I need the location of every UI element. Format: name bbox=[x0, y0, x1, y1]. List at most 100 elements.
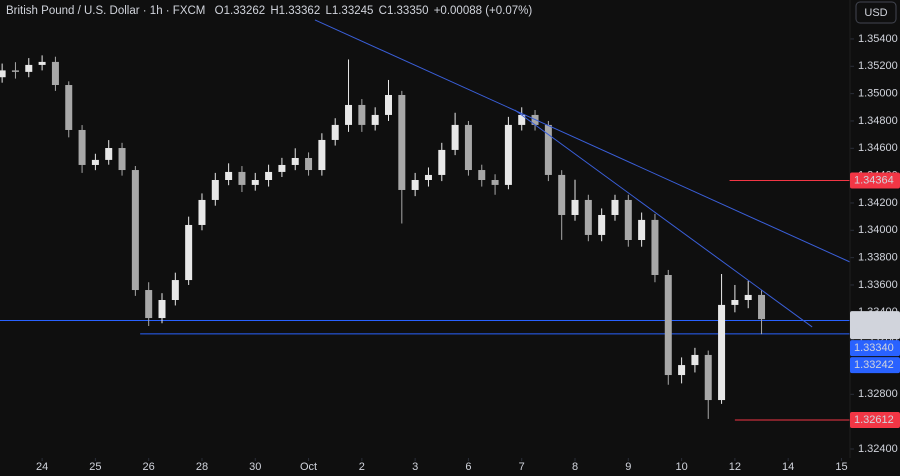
y-tick-label: 1.34000 bbox=[858, 224, 898, 236]
y-tick-label: 1.34800 bbox=[858, 115, 898, 127]
candle-body bbox=[691, 354, 699, 366]
ohlc-key: O bbox=[215, 5, 224, 17]
y-tick-label: 1.34600 bbox=[858, 142, 898, 154]
x-tick-label: 30 bbox=[249, 461, 261, 473]
candle-body bbox=[131, 170, 139, 291]
y-tick-label: 1.35000 bbox=[858, 88, 898, 100]
candle-body bbox=[438, 149, 446, 175]
candle-body bbox=[291, 157, 299, 165]
candle-body bbox=[491, 180, 499, 185]
candle-body bbox=[611, 199, 619, 215]
candle-body bbox=[598, 214, 606, 235]
y-tick-label: 1.33800 bbox=[858, 252, 898, 264]
candle-body bbox=[211, 180, 219, 200]
candle-body bbox=[718, 304, 726, 401]
ohlc-value: 1.33245 bbox=[332, 5, 374, 17]
price-tag-label: 1.33340 bbox=[854, 342, 894, 354]
price-tag-label: 1.32612 bbox=[854, 414, 894, 426]
candle-body bbox=[25, 64, 33, 72]
x-tick-label: 3 bbox=[412, 461, 418, 473]
candle-body bbox=[371, 114, 379, 125]
x-tick-label: 24 bbox=[36, 461, 48, 473]
x-tick-label: 15 bbox=[835, 461, 847, 473]
header: British Pound / U.S. Dollar · 1h · FXCM … bbox=[6, 5, 532, 17]
x-tick-label: 14 bbox=[782, 461, 794, 473]
currency[interactable]: USD bbox=[864, 7, 887, 19]
candle-body bbox=[278, 164, 286, 172]
x-tick-label: 12 bbox=[729, 461, 741, 473]
candle-body bbox=[185, 224, 193, 281]
currency-button[interactable] bbox=[855, 1, 897, 24]
price-tag bbox=[850, 412, 900, 429]
candle-body bbox=[158, 300, 166, 319]
x-tick-label: 28 bbox=[196, 461, 208, 473]
y-tick-label: 1.32800 bbox=[858, 388, 898, 400]
candle-body bbox=[265, 171, 273, 181]
candle-body bbox=[744, 294, 752, 301]
candle-body bbox=[11, 70, 19, 72]
candle-body bbox=[571, 199, 579, 215]
symbol: British Pound / U.S. Dollar · 1h · FXCM bbox=[6, 5, 205, 17]
x-tick-label: 8 bbox=[572, 461, 578, 473]
candle-body bbox=[91, 159, 99, 165]
candle-body bbox=[38, 61, 46, 65]
x-tick-label: 7 bbox=[519, 461, 525, 473]
candle-body bbox=[478, 170, 486, 181]
candle-body bbox=[0, 70, 6, 78]
candle-body bbox=[358, 104, 366, 125]
x-tick-label: 10 bbox=[675, 461, 687, 473]
candle-body bbox=[105, 148, 113, 160]
price-tag-label: 1.34364 bbox=[854, 174, 894, 186]
y-tick-label: 1.33600 bbox=[858, 279, 898, 291]
candle-body bbox=[171, 280, 179, 301]
candle-body bbox=[638, 219, 646, 241]
ohlc-key: C bbox=[379, 5, 387, 17]
candle-body bbox=[704, 354, 712, 401]
x-tick-label: 26 bbox=[143, 461, 155, 473]
candle-body bbox=[78, 129, 86, 165]
candle-body bbox=[65, 85, 73, 130]
ohlc-value: 1.33362 bbox=[279, 5, 321, 17]
y-tick-label: 1.34200 bbox=[858, 197, 898, 209]
price-tag-label: 1.33350 bbox=[854, 313, 894, 325]
candle-body bbox=[731, 300, 739, 305]
candle-body bbox=[331, 124, 339, 140]
y-tick-label: 1.35200 bbox=[858, 60, 898, 72]
candle-body bbox=[558, 174, 566, 215]
candle-body bbox=[251, 180, 259, 185]
trendline bbox=[314, 19, 851, 263]
y-tick-label: 1.35400 bbox=[858, 33, 898, 45]
x-tick-label: 9 bbox=[625, 461, 631, 473]
candle-body bbox=[145, 290, 153, 319]
candle-body bbox=[504, 124, 512, 185]
candle-body bbox=[238, 171, 246, 185]
price-tag bbox=[850, 357, 900, 374]
candle-body bbox=[464, 124, 472, 171]
x-tick-label: 2 bbox=[359, 461, 365, 473]
candle-body bbox=[584, 199, 592, 235]
candle-body bbox=[384, 94, 392, 115]
x-tick-label: 25 bbox=[89, 461, 101, 473]
price-tag-label: 1.33242 bbox=[854, 359, 894, 371]
candle-body bbox=[51, 61, 59, 86]
ohlc-value: 1.33350 bbox=[387, 5, 429, 17]
x-tick-label: Oct bbox=[300, 461, 317, 473]
price-tag bbox=[850, 172, 900, 189]
candle-body bbox=[398, 94, 406, 190]
trendline bbox=[514, 109, 813, 328]
price-tag bbox=[850, 340, 900, 357]
candle-body bbox=[318, 139, 326, 171]
ohlc-value: 1.33262 bbox=[224, 5, 266, 17]
y-tick-label: 1.32400 bbox=[858, 443, 898, 455]
candle-body bbox=[225, 171, 233, 181]
candle-body bbox=[305, 157, 313, 171]
change: +0.00088 (+0.07%) bbox=[434, 5, 533, 17]
price-tag bbox=[850, 311, 900, 340]
ohlc-key: H bbox=[270, 5, 278, 17]
candle-body bbox=[451, 124, 459, 150]
candle-body bbox=[758, 294, 766, 320]
candle-body bbox=[624, 199, 632, 241]
candle-body bbox=[118, 148, 126, 171]
